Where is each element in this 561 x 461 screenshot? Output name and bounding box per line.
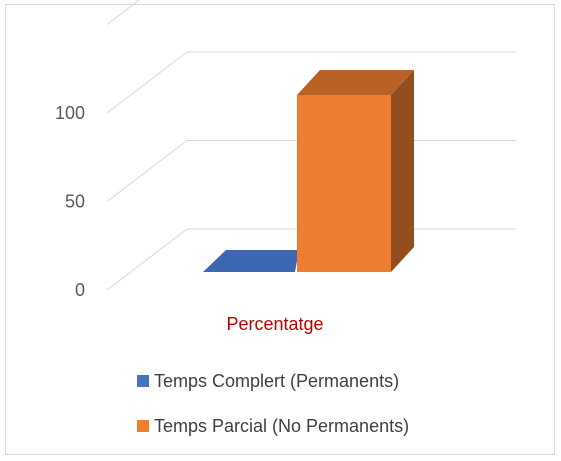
bars	[203, 70, 414, 272]
gridline-depth-3	[106, 0, 140, 25]
gridline-depth-0	[106, 228, 188, 291]
x-axis-categories: Percentatge	[226, 314, 323, 334]
bar-front-face	[297, 95, 391, 272]
legend-label-1: Temps Complert (Permanents)	[154, 371, 399, 391]
bar-top-face	[297, 70, 414, 95]
legend: Temps Complert (Permanents) Temps Parcial…	[137, 371, 409, 436]
bar-side-face	[391, 70, 414, 272]
bar-top-face	[203, 250, 299, 272]
gridline-depth-1	[106, 140, 188, 202]
y-axis-ticks: 0 50 100	[55, 103, 85, 300]
y-tick-label-2: 100	[55, 103, 85, 123]
bar-2	[297, 70, 414, 272]
y-tick-label-0: 0	[75, 280, 85, 300]
bar-1	[203, 250, 299, 272]
gridline-depth-2	[106, 51, 188, 114]
legend-swatch-2	[137, 420, 149, 432]
y-tick-label-1: 50	[65, 192, 85, 212]
legend-label-2: Temps Parcial (No Permanents)	[154, 416, 409, 436]
x-category-label-0: Percentatge	[226, 314, 323, 334]
legend-swatch-1	[137, 375, 149, 387]
